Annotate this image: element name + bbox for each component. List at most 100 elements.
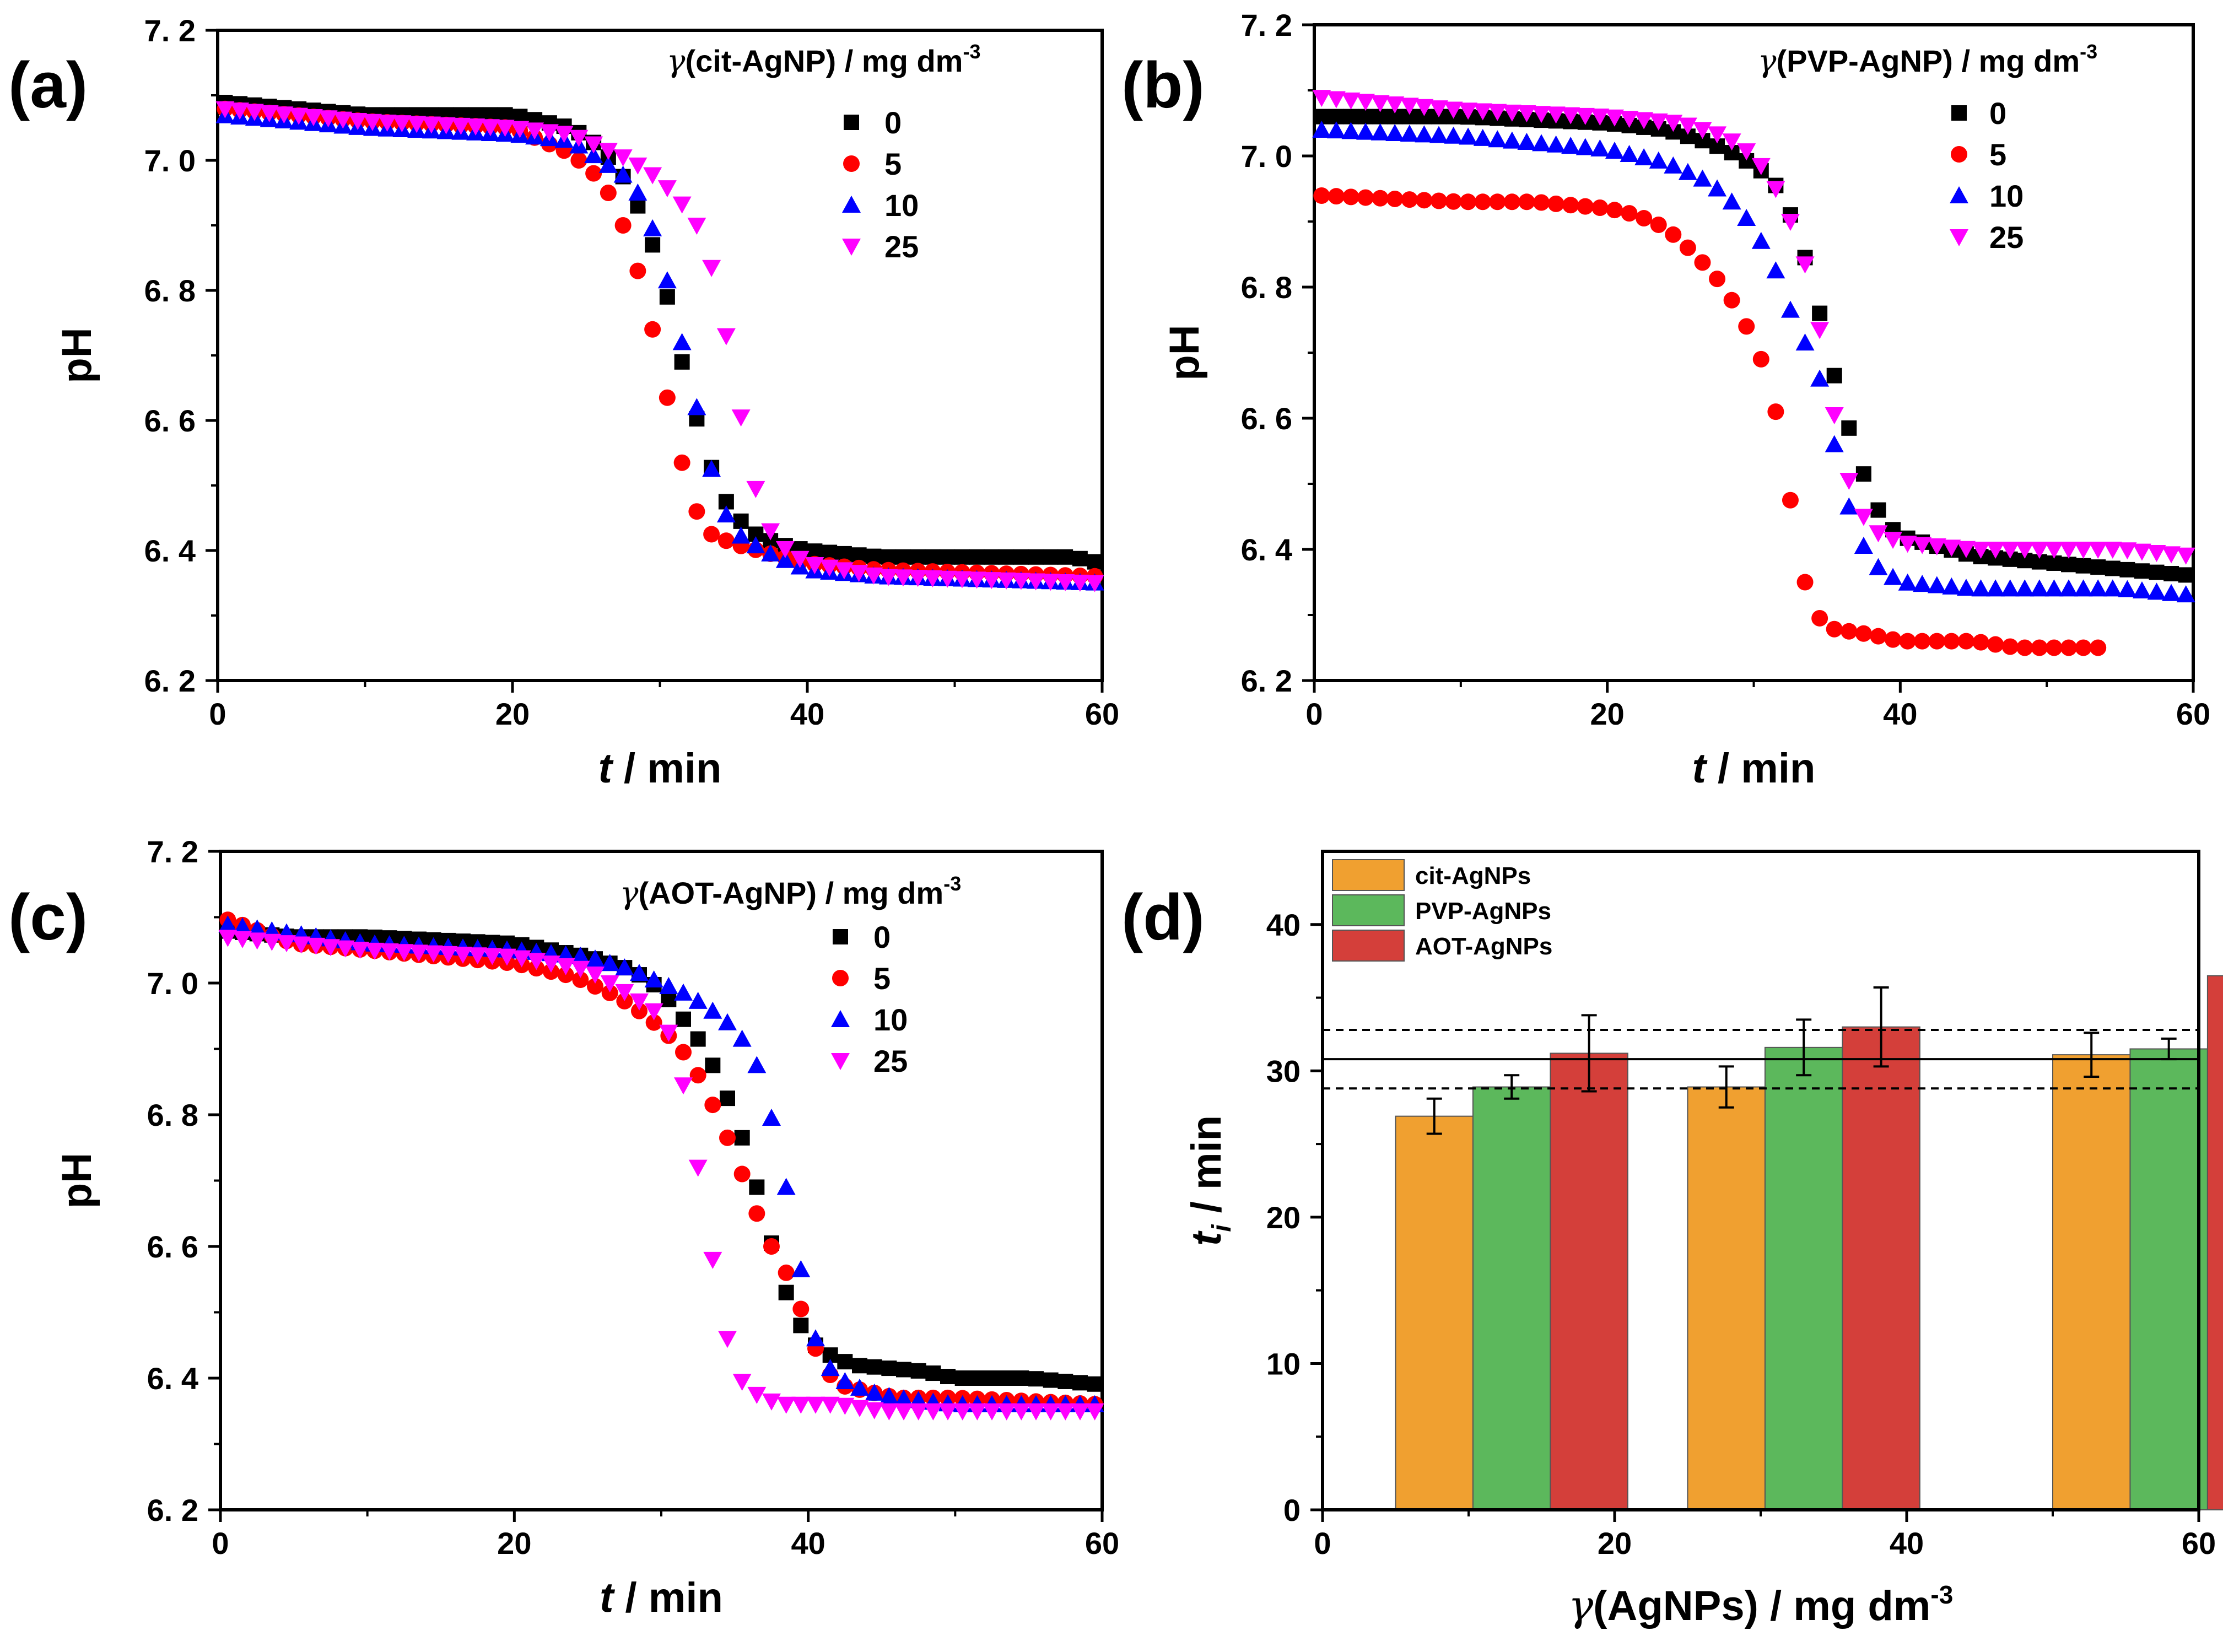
- legend-marker: [832, 970, 849, 986]
- data-point: [1072, 550, 1088, 566]
- data-point: [218, 930, 238, 947]
- data-point: [1664, 115, 1683, 132]
- x-axis-label-var: t: [600, 1574, 615, 1621]
- data-point: [644, 970, 663, 988]
- data-point: [910, 1363, 926, 1379]
- data-point: [1488, 104, 1507, 121]
- data-point: [703, 1251, 722, 1269]
- data-point: [2046, 639, 2063, 656]
- data-point: [631, 1002, 648, 1019]
- data-point: [1664, 156, 1683, 174]
- data-point: [2163, 566, 2179, 582]
- data-point: [703, 526, 720, 543]
- x-axis-label: γ(AgNPs) / mg dm-3: [1568, 1580, 1954, 1630]
- data-point: [749, 1179, 765, 1195]
- series-25: [1312, 90, 2195, 565]
- data-point: [687, 218, 706, 235]
- data-point: [938, 570, 957, 588]
- data-point: [895, 549, 911, 565]
- data-point: [1987, 636, 2004, 653]
- data-point: [569, 129, 589, 147]
- data-point: [790, 550, 810, 568]
- data-point: [999, 549, 1015, 565]
- data-point: [1489, 193, 1506, 210]
- data-point: [880, 1386, 899, 1404]
- data-point: [850, 1378, 869, 1396]
- data-point: [1972, 634, 1989, 651]
- data-point: [407, 116, 427, 133]
- data-point: [1546, 135, 1566, 153]
- data-point: [439, 946, 458, 963]
- data-point: [1474, 193, 1491, 210]
- x-tick-label: 20: [1590, 697, 1625, 731]
- data-point: [717, 532, 735, 549]
- data-point: [1459, 102, 1478, 120]
- x-axis-label-unit: / min: [612, 745, 721, 792]
- data-point: [1722, 133, 1741, 151]
- data-point: [969, 1370, 985, 1386]
- data-point: [704, 1097, 721, 1114]
- data-point: [1041, 574, 1060, 591]
- data-point: [734, 1130, 750, 1146]
- data-point: [319, 110, 338, 128]
- legend-label: 0: [1989, 96, 2006, 131]
- data-point: [674, 983, 693, 1001]
- data-point: [896, 1362, 911, 1378]
- panel-d: 0 20 40 60 0 10 20 30 40 γ(AgNPs) / mg dm-3 ti / m…: [1121, 850, 2223, 1630]
- legend-title-var: γ: [1758, 44, 1777, 79]
- x-tick-label: 0: [212, 1526, 229, 1561]
- data-point: [2103, 579, 2122, 597]
- data-point: [422, 116, 441, 134]
- data-point: [1884, 568, 1903, 585]
- data-point: [614, 217, 632, 234]
- data-point: [2178, 567, 2194, 583]
- data-point: [1752, 350, 1769, 368]
- data-point: [2132, 543, 2151, 561]
- data-point: [1372, 190, 1389, 207]
- data-point: [1986, 542, 2005, 559]
- data-point: [233, 931, 252, 948]
- data-point: [233, 917, 252, 935]
- data-point: [1841, 623, 1858, 640]
- data-point: [821, 1396, 840, 1414]
- data-point: [1810, 369, 1830, 387]
- panel-label: (b): [1121, 49, 1205, 122]
- x-tick-label: 60: [1085, 1526, 1119, 1561]
- data-point: [629, 262, 646, 279]
- data-point: [1708, 126, 1727, 144]
- bar-AOT-AgNPs: [1550, 1052, 1628, 1510]
- legend-title: γ(PVP-AgNP) / mg dm-3: [1758, 40, 2097, 79]
- data-point: [436, 117, 456, 134]
- y-tick-label: 30: [1266, 1054, 1301, 1088]
- data-point: [852, 1358, 867, 1374]
- data-point: [630, 993, 649, 1011]
- data-point: [587, 978, 603, 995]
- data-point: [659, 1024, 678, 1042]
- data-point: [849, 565, 868, 582]
- data-point: [1620, 111, 1639, 128]
- data-point: [983, 1403, 1001, 1421]
- data-point: [1087, 554, 1103, 570]
- data-point: [1634, 112, 1654, 129]
- data-point: [731, 409, 751, 427]
- data-point: [613, 165, 633, 183]
- data-point: [1766, 261, 1785, 279]
- legend-swatch: [1332, 930, 1405, 962]
- data-point: [1767, 403, 1784, 420]
- data-point: [586, 967, 605, 984]
- legend-label: 25: [884, 229, 919, 264]
- data-point: [554, 126, 574, 143]
- y-axis-label: pH: [53, 1153, 100, 1208]
- data-point: [1057, 549, 1073, 565]
- data-point: [1869, 558, 1888, 575]
- data-point: [1723, 291, 1740, 309]
- data-point: [1386, 190, 1404, 207]
- data-point: [1839, 473, 1859, 490]
- data-point: [350, 942, 370, 959]
- data-point: [1590, 139, 1610, 156]
- data-point: [716, 328, 736, 345]
- data-point: [762, 1108, 781, 1126]
- data-point: [1694, 254, 1711, 271]
- legend-label: PVP-AgNPs: [1415, 898, 1551, 925]
- data-point: [953, 1403, 972, 1421]
